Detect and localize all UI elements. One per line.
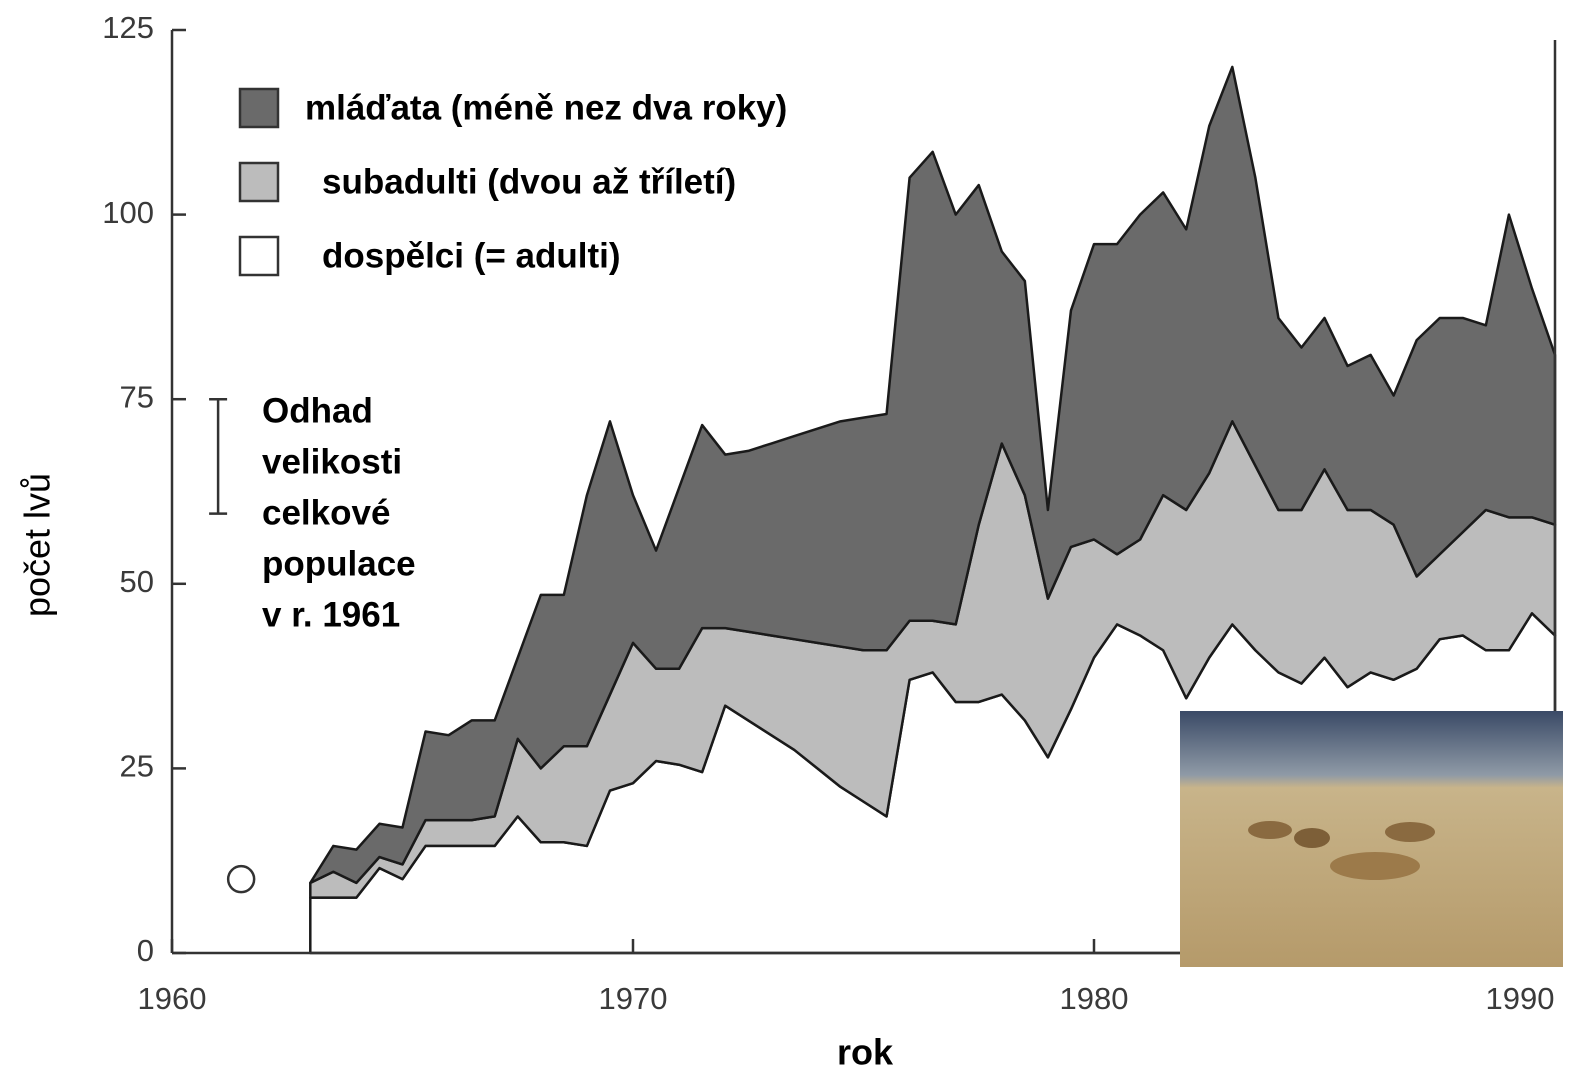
x-tick-label: 1990 xyxy=(1486,981,1555,1016)
legend-label: subadulti (dvou až tříletí) xyxy=(322,162,736,201)
y-tick-label: 0 xyxy=(137,933,154,968)
x-tick-label: 1970 xyxy=(599,981,668,1016)
y-tick-label: 25 xyxy=(120,749,154,784)
y-tick-label: 75 xyxy=(120,379,154,414)
legend-swatch xyxy=(240,163,278,201)
lion-photo xyxy=(1180,711,1563,967)
y-tick-label: 100 xyxy=(102,195,154,230)
y-tick-label: 125 xyxy=(102,10,154,45)
x-axis-label: rok xyxy=(837,1032,894,1073)
annotation-line: celkové xyxy=(262,493,390,532)
legend-swatch xyxy=(240,89,278,127)
annotation-line: v r. 1961 xyxy=(262,595,400,634)
annotation-line: Odhad xyxy=(262,391,373,430)
y-axis-label: počet lvů xyxy=(17,473,58,617)
x-tick-label: 1960 xyxy=(138,981,207,1016)
legend-label: mláďata (méně nez dva roky) xyxy=(305,88,787,127)
y-tick-label: 50 xyxy=(120,564,154,599)
legend-swatch xyxy=(240,237,278,275)
chart: počet lvů rok 0 25 50 75 100 125 1960 1970 1980 1… xyxy=(0,0,1581,1080)
annotation-line: velikosti xyxy=(262,442,402,481)
estimate-point xyxy=(228,866,254,892)
annotation-line: populace xyxy=(262,544,416,583)
x-tick-label: 1980 xyxy=(1060,981,1129,1016)
legend-label: dospělci (= adulti) xyxy=(322,236,621,275)
